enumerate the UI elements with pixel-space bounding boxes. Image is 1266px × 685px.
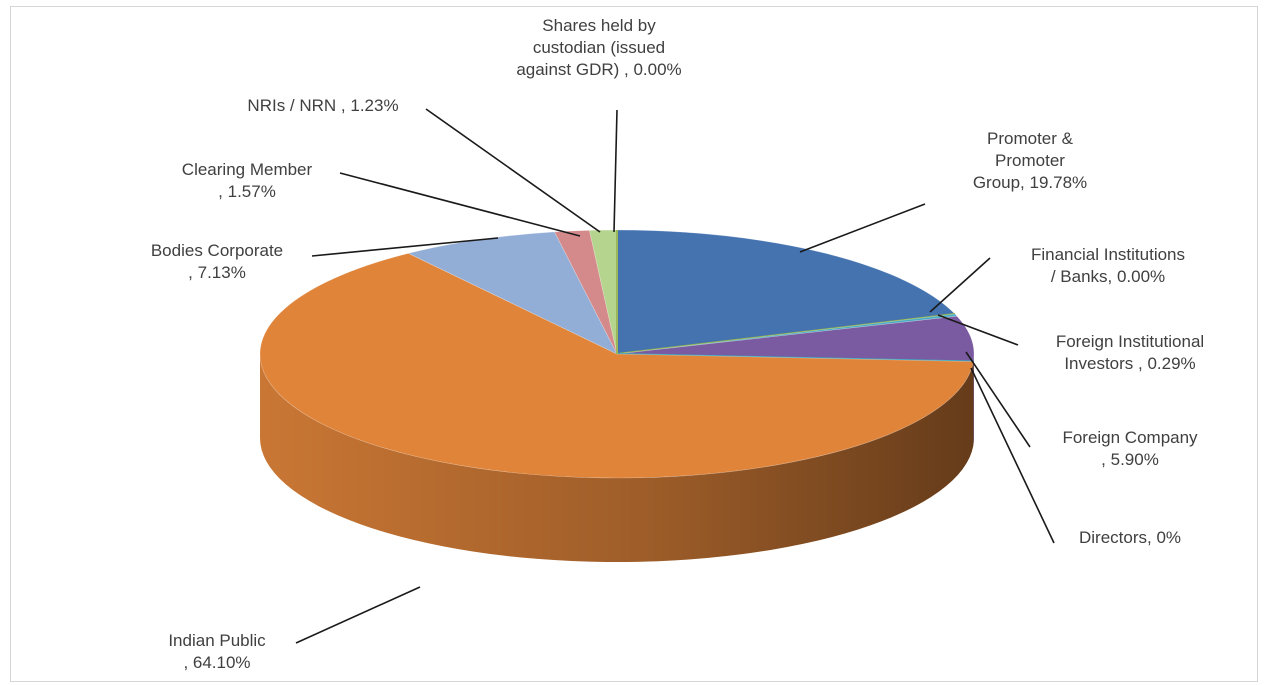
data-label-directors: Directors, 0% (1079, 528, 1181, 547)
data-label-shares-held-by-custodian-issued-against-gdr: Shares held by custodian (issued against G… (516, 16, 681, 79)
leader-line-nris-nrn (425, 108, 601, 233)
pie-slice-indian-public (259, 253, 974, 479)
pie-slice-promoter-promoter-group (616, 229, 956, 355)
pie-slice-foreign-company (616, 315, 975, 362)
leader-line-directors (970, 367, 1055, 544)
leader-line-bodies-corporate (311, 237, 499, 257)
pie-slice-foreign-institutional-investors (616, 313, 958, 355)
leader-line-indian-public (295, 586, 421, 644)
leader-line-financial-institutions-banks (929, 257, 991, 313)
leader-line-foreign-institutional-investors (937, 314, 1019, 346)
data-label-indian-public: Indian Public, 64.10% (168, 631, 266, 672)
data-label-foreign-company: Foreign Company, 5.90% (1062, 428, 1198, 469)
data-label-financial-institutions-banks: Financial Institutions / Banks, 0.00% (1031, 245, 1185, 286)
leader-line-shares-held-by-custodian-issued-against-gdr (613, 109, 618, 233)
pie-side-foreign-company (973, 354, 974, 446)
data-label-nris-nrn: NRIs / NRN , 1.23% (247, 96, 398, 115)
leader-line-clearing-member (339, 172, 581, 237)
data-label-promoter-promoter-group: Promoter & Promoter Group, 19.78% (973, 129, 1087, 192)
data-label-foreign-institutional-investors: Foreign Institutional Investors , 0.29% (1056, 332, 1204, 373)
pie-slice-clearing-member (554, 230, 618, 355)
leader-line-foreign-company (965, 351, 1031, 448)
pie-side-indian-public (260, 354, 974, 563)
leader-line-promoter-promoter-group (799, 203, 926, 253)
data-label-clearing-member: Clearing Member, 1.57% (182, 160, 313, 201)
data-label-bodies-corporate: Bodies Corporate, 7.13% (151, 241, 283, 282)
